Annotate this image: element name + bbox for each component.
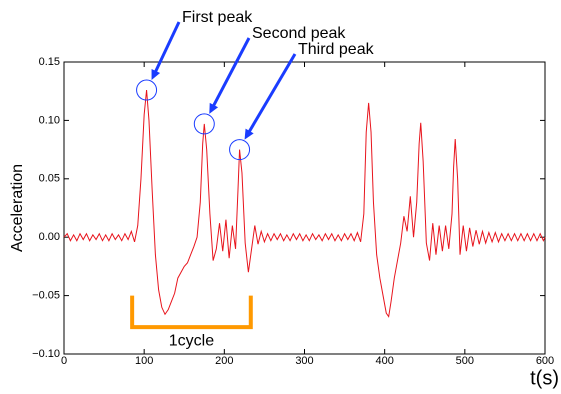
y-tick-label: −0.10 xyxy=(32,348,60,360)
x-tick-label: 200 xyxy=(215,355,233,367)
annotation-arrow xyxy=(246,53,297,136)
x-tick-label: 300 xyxy=(295,355,313,367)
arrow-head xyxy=(244,128,254,140)
x-tick-label: 0 xyxy=(61,355,67,367)
data-line xyxy=(63,89,546,318)
annotation-arrow xyxy=(210,37,251,110)
y-tick-label: 0.00 xyxy=(39,231,60,243)
annotation-label: First peak xyxy=(182,9,253,26)
x-tick-label: 500 xyxy=(456,355,474,367)
annotation-label: Second peak xyxy=(252,25,346,42)
annotation-label: Third peak xyxy=(298,41,375,58)
annotation-arrow xyxy=(152,21,181,76)
x-tick-label: 600 xyxy=(536,355,554,367)
arrow-head xyxy=(209,102,219,114)
cycle-label: 1cycle xyxy=(169,332,214,349)
cycle-bracket xyxy=(130,295,253,330)
y-tick-label: 0.15 xyxy=(39,56,60,68)
y-axis-label: Acceleration xyxy=(9,164,26,252)
x-tick-label: 400 xyxy=(375,355,393,367)
x-tick-label: 100 xyxy=(135,355,153,367)
y-tick-label: 0.05 xyxy=(39,173,60,185)
peak-circle xyxy=(229,139,251,161)
peak-circle xyxy=(193,113,215,135)
y-tick-label: −0.05 xyxy=(32,290,60,302)
peak-circle xyxy=(136,79,158,101)
arrow-head xyxy=(151,69,161,81)
y-tick-label: 0.10 xyxy=(39,114,60,126)
plot-frame xyxy=(63,61,546,355)
x-axis-label: t(s) xyxy=(530,367,559,389)
